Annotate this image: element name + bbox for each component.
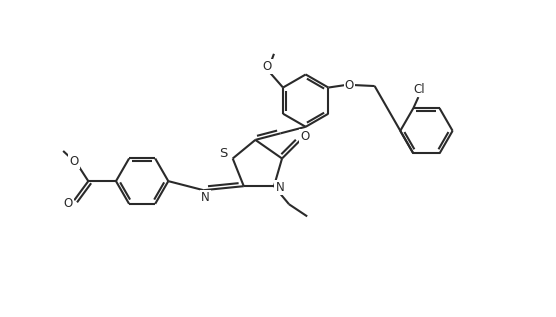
Text: O: O xyxy=(345,79,354,92)
Text: O: O xyxy=(63,197,73,210)
Text: S: S xyxy=(220,147,228,160)
Text: N: N xyxy=(276,181,284,194)
Text: O: O xyxy=(262,60,271,73)
Text: O: O xyxy=(70,154,79,167)
Text: O: O xyxy=(301,130,310,143)
Text: Cl: Cl xyxy=(414,82,425,95)
Text: N: N xyxy=(201,191,210,204)
